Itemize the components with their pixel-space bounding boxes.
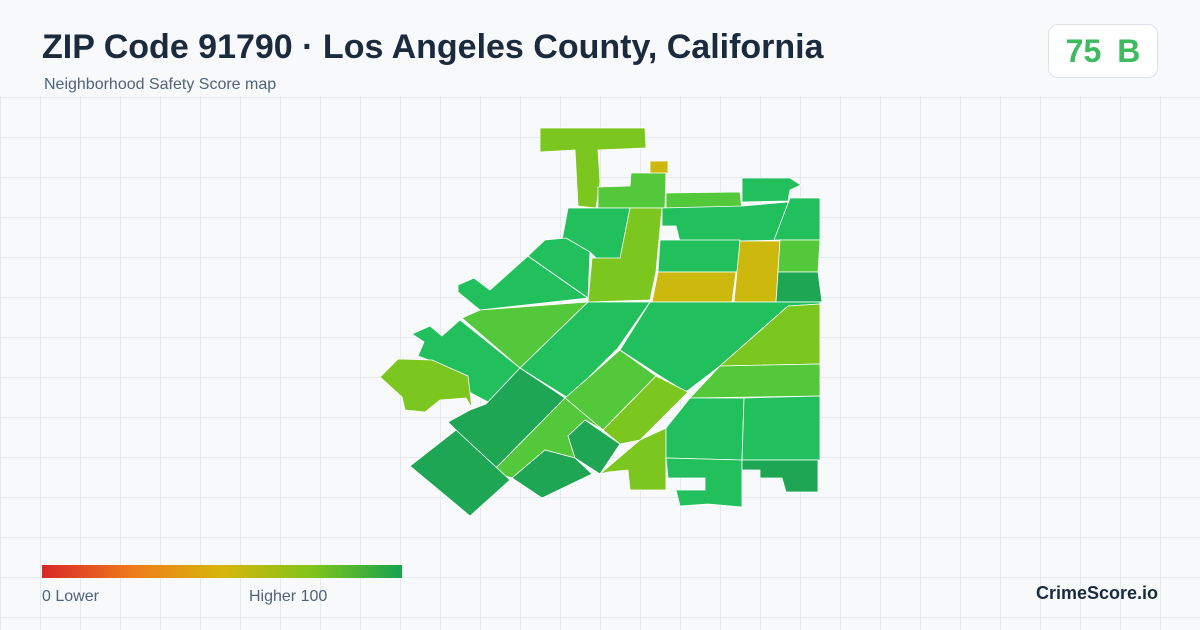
- score-badge: 75 B: [1048, 24, 1158, 78]
- map-region[interactable]: [599, 427, 667, 491]
- brand-logo-text[interactable]: CrimeScore.io: [1035, 583, 1158, 603]
- legend-color-scale: [42, 565, 402, 578]
- map-region[interactable]: [649, 160, 669, 175]
- map-region[interactable]: [741, 395, 821, 461]
- score-grade: B: [1117, 32, 1141, 69]
- map-region[interactable]: [775, 271, 823, 303]
- map-region[interactable]: [733, 240, 781, 303]
- page-title: ZIP Code 91790 · Los Angeles County, Cal…: [42, 28, 824, 66]
- legend-low-label: 0 Lower: [42, 588, 99, 605]
- map-region[interactable]: [527, 237, 591, 299]
- score-value: 75: [1065, 32, 1102, 69]
- map-region[interactable]: [457, 255, 589, 311]
- map-region[interactable]: [661, 201, 789, 243]
- map-region[interactable]: [379, 358, 473, 413]
- map-region[interactable]: [602, 375, 689, 445]
- map-region[interactable]: [587, 207, 663, 303]
- map-region[interactable]: [665, 457, 743, 508]
- map-region[interactable]: [665, 397, 745, 461]
- map-region[interactable]: [741, 459, 819, 493]
- map-region[interactable]: [741, 177, 802, 203]
- map-region[interactable]: [567, 419, 621, 475]
- map-region[interactable]: [597, 172, 667, 209]
- map-region[interactable]: [511, 449, 593, 499]
- map-region[interactable]: [777, 239, 821, 273]
- map-region[interactable]: [409, 429, 511, 517]
- map-region[interactable]: [657, 239, 741, 273]
- legend-high-label: Higher 100: [249, 588, 328, 605]
- map-region[interactable]: [651, 271, 737, 303]
- header: ZIP Code 91790 · Los Angeles County, Cal…: [0, 0, 1200, 96]
- map-region[interactable]: [519, 301, 651, 399]
- page-subtitle: Neighborhood Safety Score map: [44, 76, 277, 93]
